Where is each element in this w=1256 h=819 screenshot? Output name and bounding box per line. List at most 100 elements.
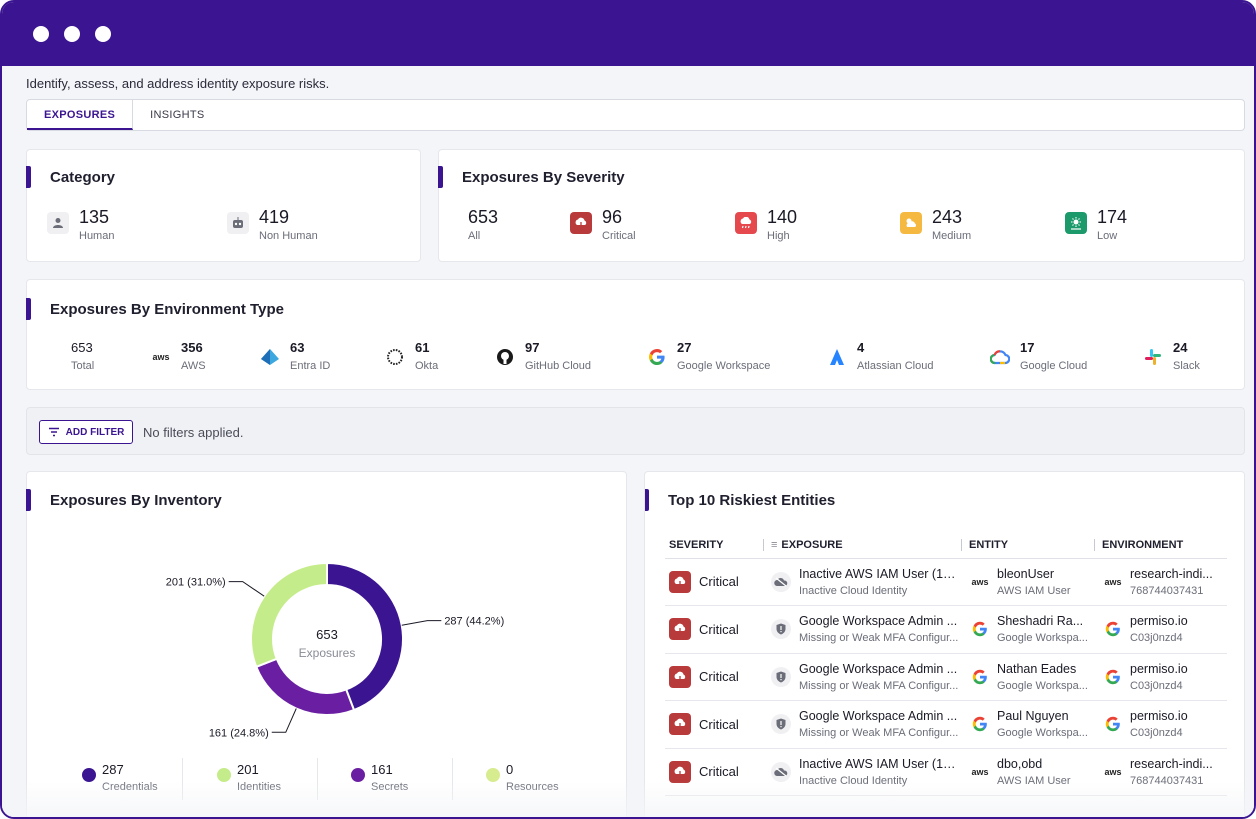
table-row[interactable]: Critical Inactive AWS IAM User (18... Inac…	[665, 558, 1227, 606]
legend-identities[interactable]: 201 Identities	[217, 762, 281, 793]
legend-secrets[interactable]: 161 Secrets	[351, 762, 408, 793]
category-title: Category	[50, 169, 116, 186]
env-aws-label: AWS	[181, 360, 206, 372]
donut-center-label: Exposures	[299, 646, 356, 660]
column-header-exposure[interactable]: ≡ EXPOSURE	[763, 532, 961, 559]
cloud-off-icon	[771, 571, 791, 592]
critical-severity-icon	[669, 665, 691, 688]
atlassian-icon	[825, 345, 849, 369]
severity-title: Exposures By Severity	[462, 169, 625, 186]
exposure-title[interactable]: Google Workspace Admin ...	[799, 709, 958, 724]
environment-name[interactable]: research-indi...	[1130, 566, 1213, 581]
severity-label: Critical	[699, 621, 739, 637]
legend-credentials[interactable]: 287 Credentials	[82, 762, 158, 793]
legend-identities-label: Identities	[237, 781, 282, 793]
shield-icon	[771, 714, 791, 735]
column-header-environment[interactable]: ENVIRONMENT	[1094, 532, 1227, 559]
severity-low[interactable]: 174 Low	[1065, 207, 1127, 242]
env-google-cloud[interactable]: 17 Google Cloud	[988, 340, 1087, 372]
entity-type: AWS IAM User	[997, 774, 1071, 787]
category-human[interactable]: 135 Human	[47, 207, 114, 242]
env-okta[interactable]: 61 Okta	[383, 340, 438, 372]
environment-id: 768744037431	[1130, 584, 1204, 597]
google-icon	[645, 345, 669, 369]
entity-type: Google Workspa...	[997, 632, 1088, 645]
legend-dot	[217, 768, 231, 782]
category-non-human[interactable]: 419 Non Human	[227, 207, 318, 242]
severity-label: Critical	[699, 574, 739, 590]
severity-high[interactable]: 140 High	[735, 207, 797, 242]
column-header-severity[interactable]: SEVERITY	[665, 532, 763, 559]
person-icon	[47, 212, 69, 234]
severity-label: Critical	[699, 669, 739, 685]
table-row[interactable]: Critical Google Workspace Admin ... Missin…	[665, 653, 1227, 701]
env-atlassian[interactable]: 4 Atlassian Cloud	[825, 340, 933, 372]
environment-name[interactable]: permiso.io	[1130, 614, 1188, 629]
card-accent	[438, 166, 443, 188]
severity-medium[interactable]: 243 Medium	[900, 207, 971, 242]
environment-name[interactable]: permiso.io	[1130, 661, 1188, 676]
critical-severity-icon	[669, 570, 691, 593]
env-aws[interactable]: aws 356 AWS	[149, 340, 206, 372]
window-dot-maximize[interactable]	[95, 26, 111, 42]
environment-name[interactable]: research-indi...	[1130, 756, 1213, 771]
entity-name[interactable]: Nathan Eades	[997, 661, 1077, 676]
environment-id: 768744037431	[1130, 774, 1204, 787]
google-icon	[1102, 713, 1124, 735]
window-dot-close[interactable]	[33, 26, 49, 42]
entity-name[interactable]: dbo,obd	[997, 756, 1043, 771]
donut-leader-line	[271, 708, 297, 733]
add-filter-button[interactable]: ADD FILTER	[39, 420, 133, 444]
google-icon	[969, 666, 991, 688]
window-dot-minimize[interactable]	[64, 26, 80, 42]
exposure-title[interactable]: Inactive AWS IAM User (18...	[799, 756, 959, 771]
donut-data-label: 161 (24.8%)	[209, 727, 269, 739]
severity-all-label: All	[468, 230, 481, 242]
aws-icon: aws	[971, 576, 989, 587]
entity-type: AWS IAM User	[997, 584, 1071, 597]
entity-name[interactable]: Paul Nguyen	[997, 709, 1069, 724]
exposure-title[interactable]: Inactive AWS IAM User (18...	[799, 566, 959, 581]
exposure-title[interactable]: Google Workspace Admin ...	[799, 661, 958, 676]
env-entra-label: Entra ID	[290, 360, 331, 372]
riskiest-card: Top 10 Riskiest Entities SEVERITY ≡ EXPOS…	[644, 471, 1245, 817]
severity-critical-count: 96	[602, 207, 623, 227]
column-header-entity[interactable]: ENTITY	[961, 532, 1094, 559]
filter-bar: ADD FILTER No filters applied.	[26, 407, 1245, 455]
donut-slice-secrets[interactable]	[254, 657, 356, 716]
donut-slice-identities[interactable]	[250, 561, 328, 669]
legend-resources[interactable]: 0 Resources	[486, 762, 559, 793]
severity-critical[interactable]: 96 Critical	[570, 207, 636, 242]
drag-handle-icon[interactable]: ≡	[771, 538, 778, 551]
env-github[interactable]: 97 GitHub Cloud	[493, 340, 591, 372]
env-google-workspace[interactable]: 27 Google Workspace	[645, 340, 770, 372]
severity-all[interactable]: 653 All	[468, 207, 498, 242]
entity-name[interactable]: Sheshadri Ra...	[997, 614, 1084, 629]
entity-name[interactable]: bleonUser	[997, 566, 1054, 581]
legend-dot	[82, 768, 96, 782]
env-entra[interactable]: 63 Entra ID	[258, 340, 330, 372]
non-human-count: 419	[259, 207, 290, 227]
legend-secrets-label: Secrets	[371, 781, 409, 793]
legend-identities-value: 201	[237, 762, 259, 777]
environment-card: Exposures By Environment Type 653 Total a…	[26, 279, 1245, 390]
tab-insights[interactable]: INSIGHTS	[150, 109, 205, 121]
table-row[interactable]: Critical Google Workspace Admin ... Missin…	[665, 605, 1227, 654]
tab-exposures[interactable]: EXPOSURES	[27, 100, 134, 130]
legend-dot	[486, 768, 500, 782]
env-total[interactable]: 653 Total	[71, 340, 94, 372]
donut-data-label: 201 (31.0%)	[166, 577, 226, 589]
table-row[interactable]: Critical Google Workspace Admin ... Missin…	[665, 700, 1227, 749]
donut-slice-credentials[interactable]	[326, 561, 404, 712]
environment-name[interactable]: permiso.io	[1130, 709, 1188, 724]
table-row[interactable]: Critical Inactive AWS IAM User (18... Inac…	[665, 748, 1227, 796]
google-icon	[969, 618, 991, 640]
environment-id: C03j0nzd4	[1130, 727, 1183, 740]
aws-icon: aws	[1104, 766, 1122, 777]
env-slack[interactable]: 24 Slack	[1141, 340, 1200, 372]
env-okta-count: 61	[415, 340, 430, 355]
exposure-subtitle: Inactive Cloud Identity	[799, 774, 908, 787]
inventory-title: Exposures By Inventory	[50, 492, 222, 509]
exposure-title[interactable]: Google Workspace Admin ...	[799, 614, 958, 629]
